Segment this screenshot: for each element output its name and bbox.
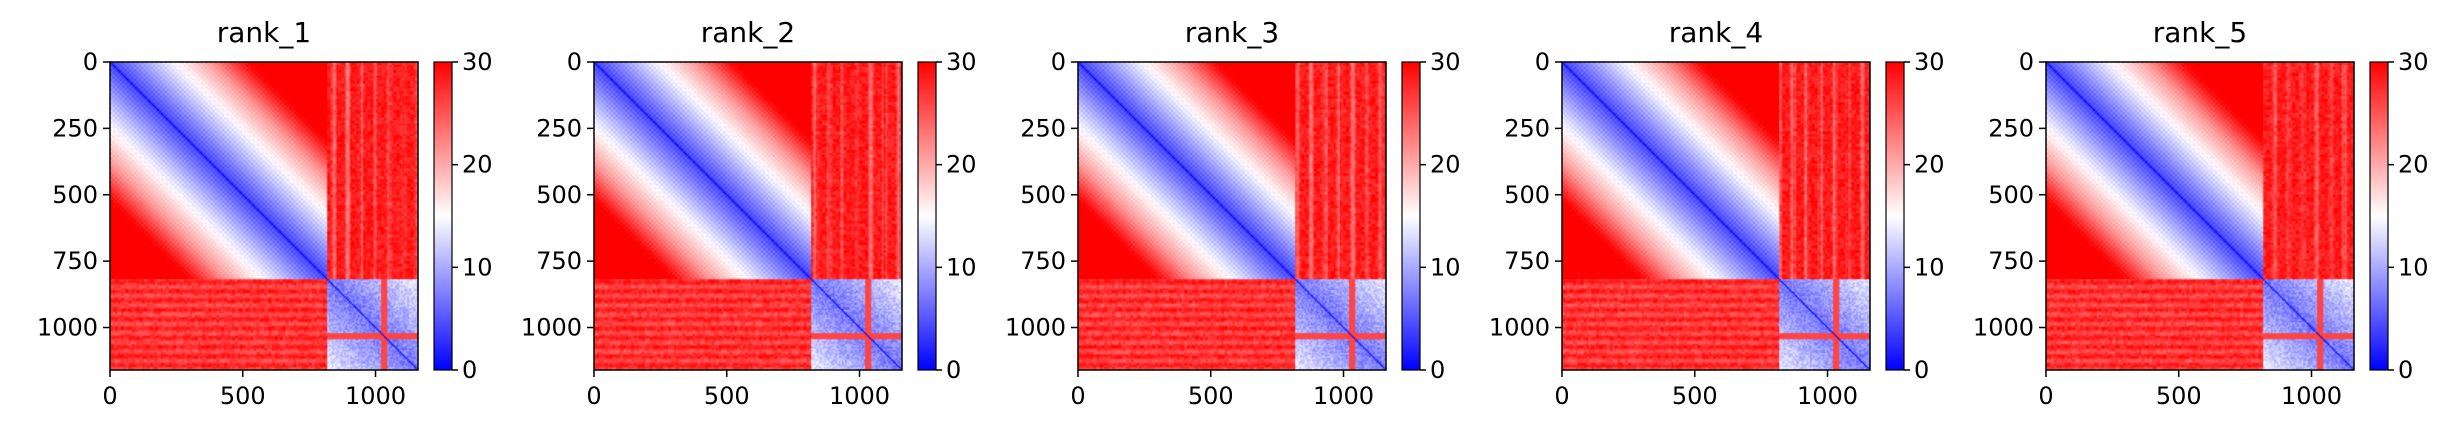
heatmap-image — [594, 62, 902, 370]
y-tick-label: 0 — [1535, 48, 1550, 76]
y-tick-label: 750 — [536, 247, 582, 275]
axes-frame — [2045, 61, 2355, 371]
colorbar-tick-label: 10 — [1914, 253, 1945, 281]
heatmap-panel-2: rank_2 0 500 1000 0 250 500 750 1000 0 10 20 30 — [521, 16, 977, 410]
chart-title: rank_3 — [1185, 16, 1279, 49]
colorbar-tick-label: 10 — [2398, 253, 2429, 281]
y-tick-label: 500 — [52, 181, 98, 209]
x-tick-label: 500 — [1188, 382, 1234, 410]
y-tick-label: 1000 — [1005, 314, 1066, 342]
colorbar-tick-label: 20 — [2398, 151, 2429, 179]
x-tick-label: 500 — [2156, 382, 2202, 410]
colorbar-tick-label: 30 — [946, 48, 977, 76]
y-tick-label: 1000 — [521, 314, 582, 342]
y-tick-label: 0 — [83, 48, 98, 76]
colorbar-tick-label: 20 — [946, 151, 977, 179]
x-tick-label: 1000 — [2281, 382, 2342, 410]
colorbar — [1401, 61, 1421, 371]
x-tick-label: 500 — [704, 382, 750, 410]
chart-title: rank_4 — [1669, 16, 1763, 49]
y-tick-label: 500 — [1504, 181, 1550, 209]
colorbar-tick-label: 0 — [2398, 356, 2413, 384]
x-tick-label: 1000 — [829, 382, 890, 410]
x-tick-label: 0 — [1554, 382, 1569, 410]
y-tick-label: 0 — [1051, 48, 1066, 76]
colorbar-tick-label: 0 — [1914, 356, 1929, 384]
chart-title: rank_1 — [217, 16, 311, 49]
heatmap-panel-1: rank_1 0 500 1000 0 250 500 750 1000 0 10 20 30 — [37, 16, 493, 410]
colorbar-tick-label: 20 — [1914, 151, 1945, 179]
y-tick-label: 500 — [1020, 181, 1066, 209]
x-tick-label: 0 — [102, 382, 117, 410]
colorbar-tick-label: 0 — [462, 356, 477, 384]
y-tick-label: 750 — [52, 247, 98, 275]
heatmap-image — [1562, 62, 1870, 370]
y-tick-label: 250 — [52, 114, 98, 142]
y-tick-label: 250 — [1020, 114, 1066, 142]
colorbar — [2369, 61, 2389, 371]
axes-frame — [593, 61, 903, 371]
y-tick-label: 500 — [536, 181, 582, 209]
colorbar-tick-label: 10 — [462, 253, 493, 281]
axes-frame — [1561, 61, 1871, 371]
heatmap-panel-4: rank_4 0 500 1000 0 250 500 750 1000 0 10 20 30 — [1489, 16, 1945, 410]
y-tick-label: 1000 — [1489, 314, 1550, 342]
heatmap-image — [2046, 62, 2354, 370]
colorbar-tick-label: 20 — [1430, 151, 1461, 179]
colorbar — [433, 61, 453, 371]
x-tick-label: 0 — [586, 382, 601, 410]
y-tick-label: 500 — [1988, 181, 2034, 209]
x-tick-label: 1000 — [345, 382, 406, 410]
colorbar-tick-label: 10 — [1430, 253, 1461, 281]
colorbar — [1885, 61, 1905, 371]
chart-title: rank_5 — [2153, 16, 2247, 49]
colorbar-tick-label: 0 — [946, 356, 961, 384]
axes-frame — [109, 61, 419, 371]
colorbar-tick-label: 10 — [946, 253, 977, 281]
colorbar-tick-label: 30 — [2398, 48, 2429, 76]
y-tick-label: 750 — [1020, 247, 1066, 275]
y-tick-label: 0 — [567, 48, 582, 76]
heatmap-image — [110, 62, 418, 370]
heatmap-panel-5: rank_5 0 500 1000 0 250 500 750 1000 0 10 20 30 — [1973, 16, 2429, 410]
y-tick-label: 750 — [1504, 247, 1550, 275]
y-tick-label: 250 — [536, 114, 582, 142]
x-tick-label: 500 — [220, 382, 266, 410]
y-tick-label: 250 — [1988, 114, 2034, 142]
heatmap-panel-3: rank_3 0 500 1000 0 250 500 750 1000 0 10 20 30 — [1005, 16, 1461, 410]
heatmap-image — [1078, 62, 1386, 370]
y-tick-label: 1000 — [1973, 314, 2034, 342]
axes-frame — [1077, 61, 1387, 371]
y-tick-label: 750 — [1988, 247, 2034, 275]
colorbar — [917, 61, 937, 371]
x-tick-label: 0 — [2038, 382, 2053, 410]
chart-title: rank_2 — [701, 16, 795, 49]
colorbar-tick-label: 30 — [1430, 48, 1461, 76]
x-tick-label: 500 — [1672, 382, 1718, 410]
x-tick-label: 1000 — [1313, 382, 1374, 410]
colorbar-tick-label: 30 — [462, 48, 493, 76]
x-tick-label: 1000 — [1797, 382, 1858, 410]
x-tick-label: 0 — [1070, 382, 1085, 410]
y-tick-label: 1000 — [37, 314, 98, 342]
colorbar-tick-label: 0 — [1430, 356, 1445, 384]
y-tick-label: 250 — [1504, 114, 1550, 142]
colorbar-tick-label: 20 — [462, 151, 493, 179]
y-tick-label: 0 — [2019, 48, 2034, 76]
colorbar-tick-label: 30 — [1914, 48, 1945, 76]
